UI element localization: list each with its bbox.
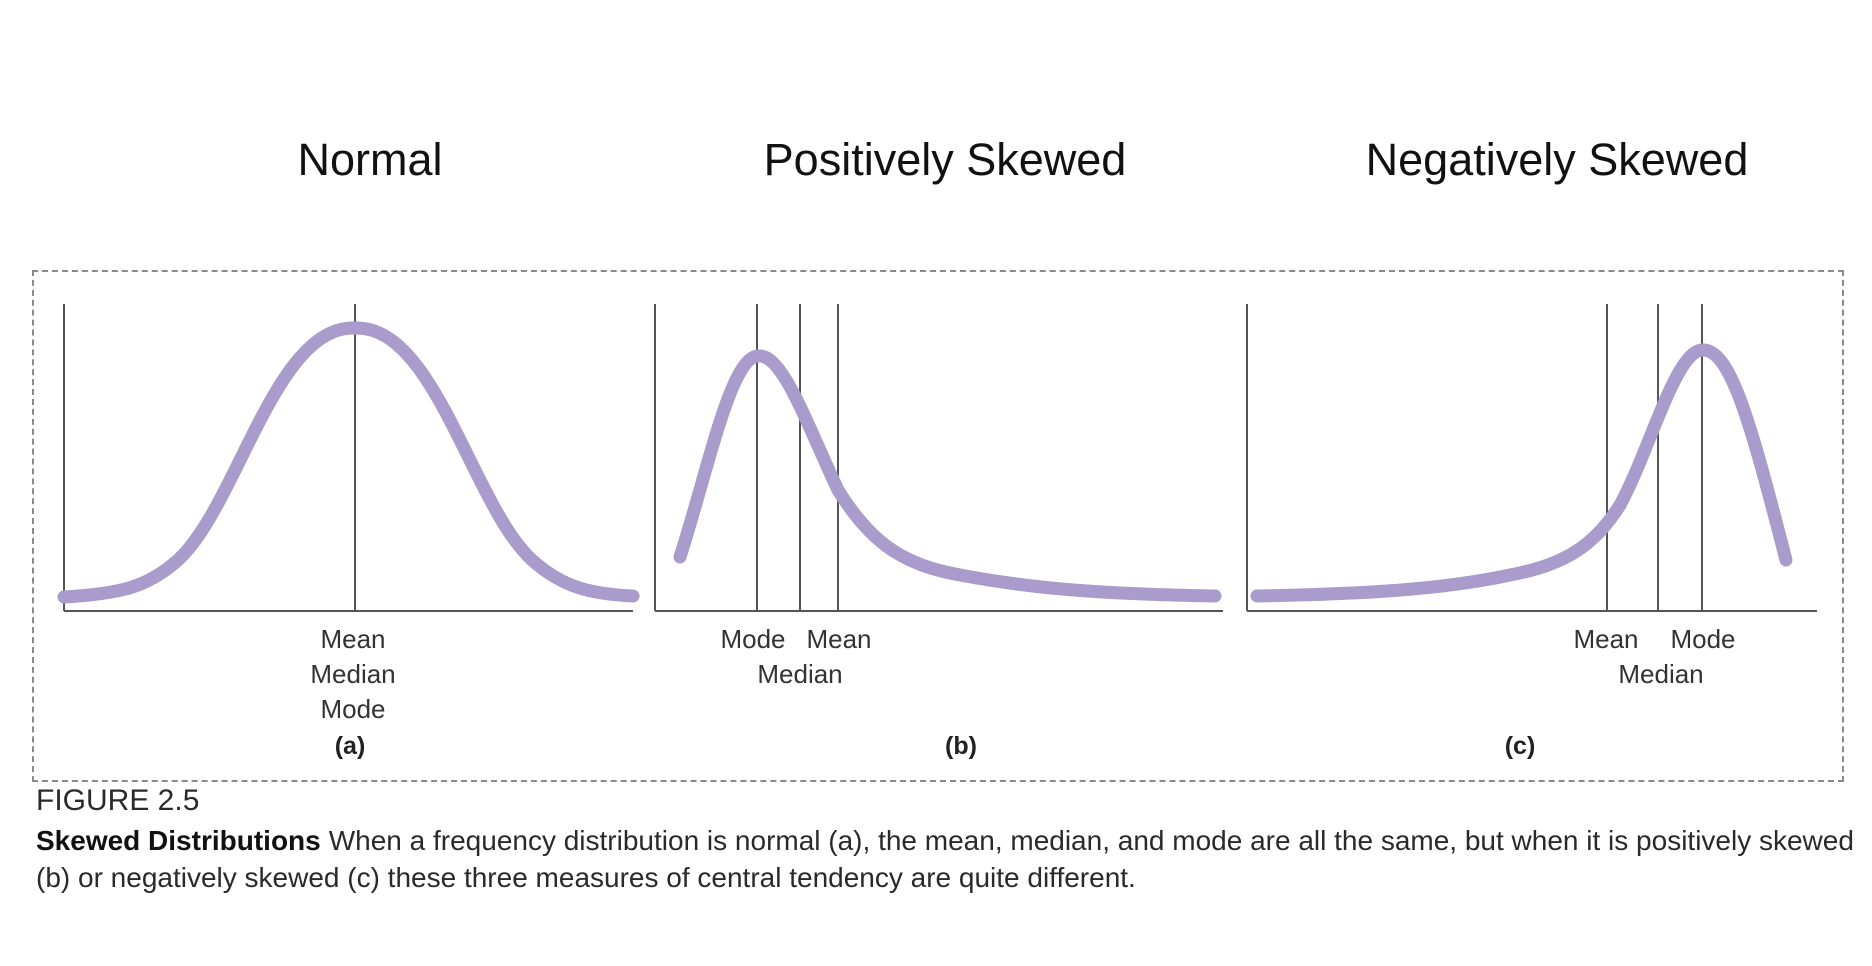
label-median: Median bbox=[1618, 659, 1703, 689]
figure-frame bbox=[32, 270, 1844, 782]
negative-skew-curve bbox=[1250, 343, 1793, 603]
title-positively-skewed: Positively Skewed bbox=[763, 134, 1127, 185]
label-median: Median bbox=[757, 659, 842, 689]
panel-normal: Mean Median Mode (a) bbox=[57, 304, 640, 760]
label-median: Median bbox=[310, 659, 395, 689]
label-mean: Mean bbox=[806, 624, 871, 654]
title-normal: Normal bbox=[297, 134, 443, 185]
label-mode: Mode bbox=[720, 624, 785, 654]
sublabel-c: (c) bbox=[1505, 732, 1536, 760]
panel-positively-skewed: Mode Mean Median (b) bbox=[654, 304, 1223, 760]
sublabel-a: (a) bbox=[335, 732, 366, 760]
normal-curve bbox=[57, 321, 640, 604]
title-negatively-skewed: Negatively Skewed bbox=[1365, 134, 1749, 185]
label-mode: Mode bbox=[320, 694, 385, 724]
positive-skew-curve bbox=[673, 349, 1222, 603]
figure-caption: Skewed Distributions When a frequency dis… bbox=[36, 822, 1856, 896]
label-mean: Mean bbox=[1573, 624, 1638, 654]
caption-text: When a frequency distribution is normal … bbox=[36, 825, 1854, 893]
label-mode: Mode bbox=[1670, 624, 1735, 654]
panel-negatively-skewed: Mean Mode Median (c) bbox=[1246, 304, 1817, 760]
figure-number: FIGURE 2.5 bbox=[36, 784, 200, 817]
label-mean: Mean bbox=[320, 624, 385, 654]
caption-title: Skewed Distributions bbox=[36, 825, 321, 856]
sublabel-b: (b) bbox=[945, 732, 977, 760]
